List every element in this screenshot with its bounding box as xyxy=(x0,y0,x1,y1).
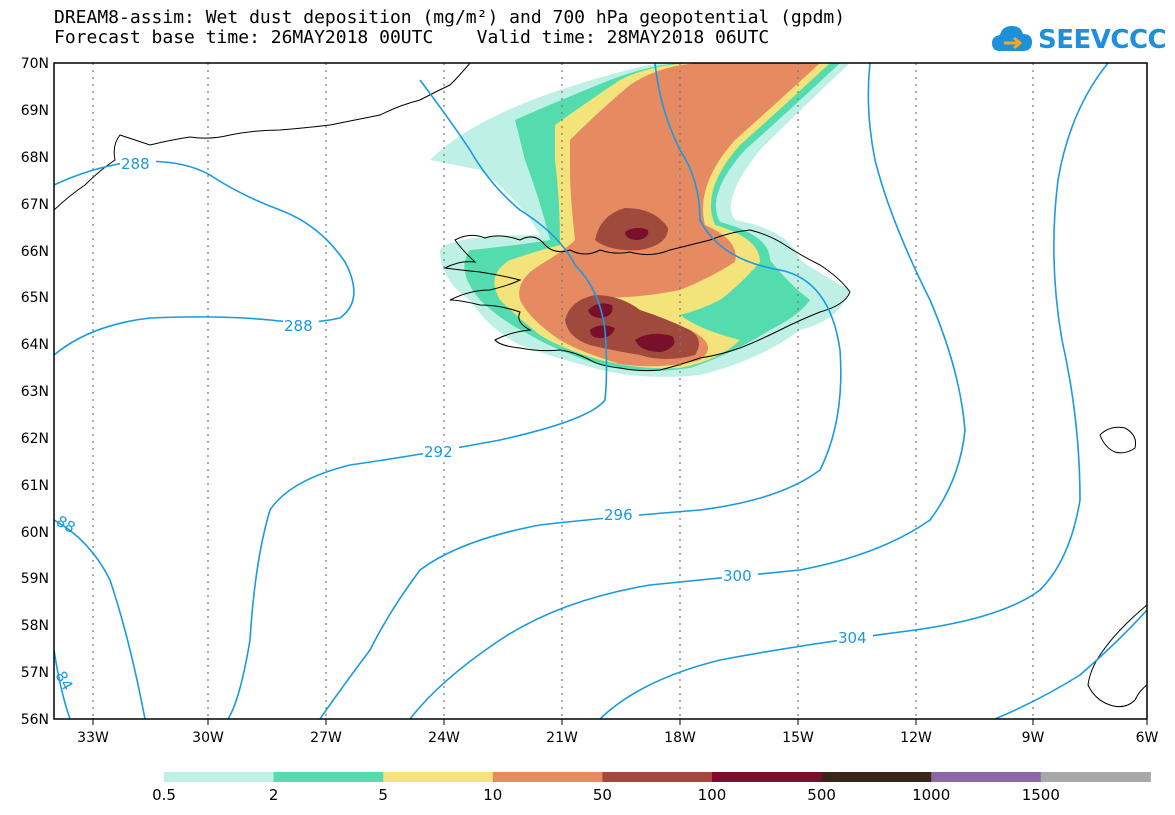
lat-label: 69N xyxy=(21,103,49,119)
contour-304-southeast xyxy=(994,609,1147,719)
cloud-icon xyxy=(992,26,1032,51)
contour-292 xyxy=(227,79,608,719)
colorbar-tick-label: 5 xyxy=(378,786,388,804)
deposition-100-d xyxy=(635,333,675,352)
faroe-islands-coastline xyxy=(1099,426,1136,454)
deposition-100-a xyxy=(625,227,649,240)
lon-label: 6W xyxy=(1136,730,1159,746)
lat-label: 70N xyxy=(21,56,49,72)
contour-label-288-b: 288 xyxy=(284,317,313,335)
colorbar-tick-label: 10 xyxy=(483,786,503,804)
map-frame xyxy=(53,62,1148,720)
map-title: DREAM8-assim: Wet dust deposition (mg/m²… xyxy=(54,7,846,28)
lon-label: 18W xyxy=(664,730,696,746)
lat-label: 58N xyxy=(21,618,49,634)
graticule xyxy=(92,63,1034,719)
lon-label: 15W xyxy=(782,730,814,746)
contour-296 xyxy=(319,63,842,719)
colorbar-swatch xyxy=(712,772,823,782)
lat-label: 56N xyxy=(21,712,49,728)
colorbar-swatch xyxy=(931,772,1042,782)
axis-ticks xyxy=(92,719,1148,725)
contour-label-300: 300 xyxy=(723,567,752,585)
iceland-coastline xyxy=(443,229,851,372)
contour-84-southwest xyxy=(54,649,71,719)
colorbar-swatch xyxy=(383,772,494,782)
colorbar-swatch xyxy=(492,772,603,782)
colorbar-swatch xyxy=(273,772,384,782)
lat-label: 67N xyxy=(21,197,49,213)
contour-288-north xyxy=(54,160,355,356)
contour-label-288-a: 288 xyxy=(121,155,150,173)
lon-label: 9W xyxy=(1022,730,1045,746)
contour-304 xyxy=(599,63,1109,719)
colorbar-swatch xyxy=(164,772,275,782)
lon-label: 30W xyxy=(192,730,224,746)
lon-label: 21W xyxy=(546,730,578,746)
contour-label-304: 304 xyxy=(838,629,867,647)
lat-label: 57N xyxy=(21,665,49,681)
contour-label-296: 296 xyxy=(604,506,633,524)
lat-label: 64N xyxy=(21,337,49,353)
logo-text: SEEVCCC xyxy=(1038,25,1167,55)
colorbar-swatch xyxy=(821,772,932,782)
lat-label: 63N xyxy=(21,384,49,400)
latitude-labels: 70N 69N 68N 67N 66N 65N 64N 63N 62N 61N … xyxy=(21,56,49,728)
scotland-coastline xyxy=(1087,604,1147,708)
map-subtitle: Forecast base time: 26MAY2018 00UTC Vali… xyxy=(54,27,770,48)
contour-label-292: 292 xyxy=(424,443,453,461)
lat-label: 59N xyxy=(21,571,49,587)
lat-label: 68N xyxy=(21,150,49,166)
lon-label: 27W xyxy=(310,730,342,746)
lon-label: 33W xyxy=(77,730,109,746)
lat-label: 60N xyxy=(21,525,49,541)
lon-label: 12W xyxy=(900,730,932,746)
colorbar-tick-label: 1000 xyxy=(912,786,951,804)
colorbar-tick-label: 500 xyxy=(807,786,836,804)
lon-label: 24W xyxy=(428,730,460,746)
coastlines xyxy=(54,63,1147,708)
lat-label: 62N xyxy=(21,431,49,447)
lat-label: 66N xyxy=(21,244,49,260)
lat-label: 65N xyxy=(21,290,49,306)
deposition-10 xyxy=(519,63,820,367)
colorbar xyxy=(164,772,1151,782)
longitude-labels: 33W 30W 27W 24W 21W 18W 15W 12W 9W 6W xyxy=(77,730,1158,746)
colorbar-tick-label: 50 xyxy=(592,786,612,804)
geopotential-contours xyxy=(54,63,1147,719)
deposition-100-b xyxy=(588,303,613,318)
colorbar-tick-label: 100 xyxy=(697,786,727,804)
contour-88-southwest xyxy=(54,519,146,719)
seevccc-logo: SEEVCCC xyxy=(990,20,1167,60)
contour-300 xyxy=(409,63,966,719)
greenland-coastline xyxy=(54,63,471,211)
dust-deposition-field xyxy=(430,63,850,377)
colorbar-tick-label: 1500 xyxy=(1021,786,1060,804)
colorbar-tick-label: 0.5 xyxy=(152,786,176,804)
colorbar-swatch xyxy=(602,772,713,782)
deposition-100-c xyxy=(590,325,615,338)
colorbar-tick-label: 2 xyxy=(268,786,279,804)
colorbar-swatch xyxy=(1040,772,1151,782)
lat-label: 61N xyxy=(21,478,49,494)
